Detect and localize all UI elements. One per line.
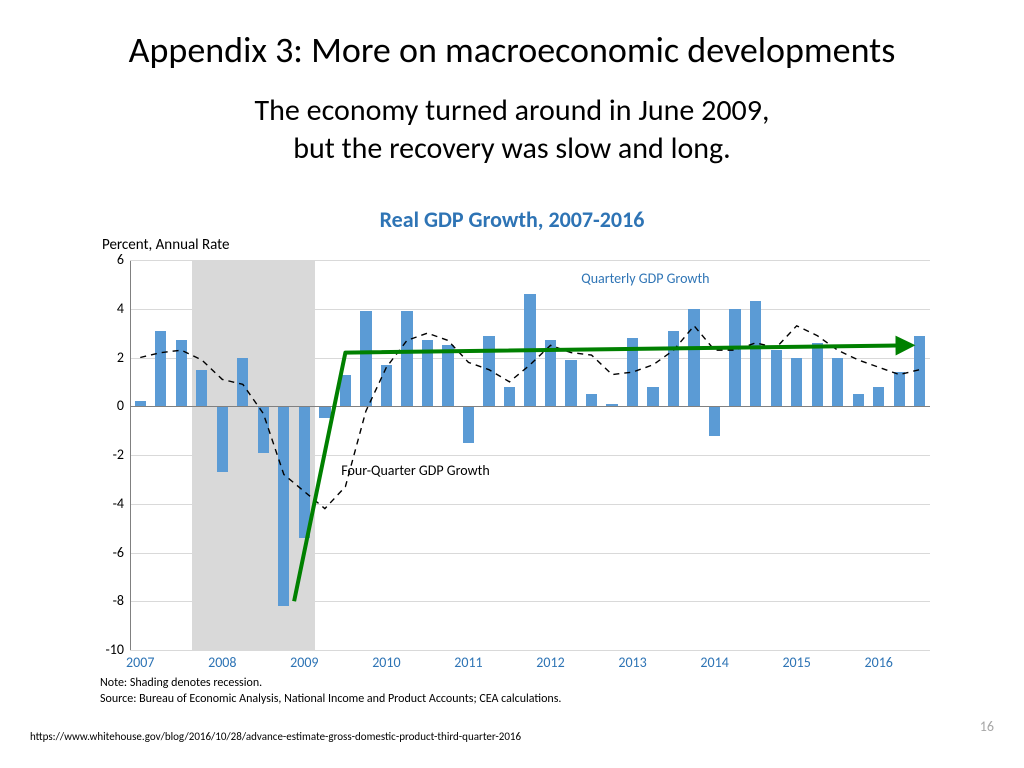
bar — [217, 406, 228, 472]
bar — [360, 311, 371, 406]
bar — [278, 406, 289, 606]
y-tick-label: 4 — [90, 300, 124, 317]
x-axis-line — [130, 406, 930, 407]
y-tick-label: 2 — [90, 349, 124, 366]
bar — [647, 387, 658, 407]
bar — [463, 406, 474, 443]
bar — [832, 358, 843, 407]
bar — [422, 340, 433, 406]
bar — [196, 370, 207, 407]
bar — [709, 406, 720, 435]
x-tick-label: 2008 — [192, 654, 252, 671]
gridline — [130, 553, 930, 554]
bar — [155, 331, 166, 407]
bar — [688, 309, 699, 407]
bar — [545, 340, 556, 406]
x-tick-label: 2012 — [521, 654, 581, 671]
bar — [873, 387, 884, 407]
x-tick-label: 2007 — [110, 654, 170, 671]
bar — [894, 372, 905, 406]
x-tick-label: 2013 — [603, 654, 663, 671]
subtitle: The economy turned around in June 2009, … — [0, 92, 1024, 167]
bar — [914, 336, 925, 407]
bar — [176, 340, 187, 406]
bar — [524, 294, 535, 406]
bar — [258, 406, 269, 452]
x-tick-label: 2011 — [438, 654, 498, 671]
chart-area — [130, 260, 930, 650]
x-tick-label: 2015 — [767, 654, 827, 671]
y-tick-label: 0 — [90, 397, 124, 414]
note-source: Source: Bureau of Economic Analysis, Nat… — [100, 692, 561, 706]
x-tick-label: 2016 — [849, 654, 909, 671]
legend-four-quarter: Four-Quarter GDP Growth — [341, 462, 489, 479]
bar — [668, 331, 679, 407]
bar — [729, 309, 740, 407]
page-title: Appendix 3: More on macroeconomic develo… — [0, 28, 1024, 72]
bar — [565, 360, 576, 406]
y-tick-label: -6 — [90, 544, 124, 561]
source-url: https://www.whitehouse.gov/blog/2016/10/… — [30, 730, 521, 743]
y-tick-label: -4 — [90, 495, 124, 512]
top-border — [130, 260, 930, 261]
bar — [586, 394, 597, 406]
note-shading: Note: Shading denotes recession. — [100, 676, 262, 690]
bar — [319, 406, 330, 418]
bar — [771, 350, 782, 406]
legend-quarterly: Quarterly GDP Growth — [581, 270, 709, 287]
gridline — [130, 455, 930, 456]
slide: Appendix 3: More on macroeconomic develo… — [0, 0, 1024, 768]
subtitle-line-2: but the recovery was slow and long. — [293, 130, 731, 167]
y-tick-label: -8 — [90, 592, 124, 609]
bar — [401, 311, 412, 406]
subtitle-line-1: The economy turned around in June 2009, — [255, 92, 770, 129]
bar — [812, 343, 823, 406]
y-axis-line — [130, 260, 131, 650]
bar — [381, 365, 392, 406]
bar — [750, 301, 761, 406]
y-tick-label: 6 — [90, 251, 124, 268]
gridline — [130, 650, 930, 651]
bar — [442, 345, 453, 406]
bar — [237, 358, 248, 407]
bar — [853, 394, 864, 406]
x-tick-label: 2009 — [274, 654, 334, 671]
bar — [340, 375, 351, 407]
x-tick-label: 2014 — [685, 654, 745, 671]
gridline — [130, 504, 930, 505]
bar — [483, 336, 494, 407]
chart-title: Real GDP Growth, 2007-2016 — [0, 206, 1024, 233]
bar — [791, 358, 802, 407]
bar — [627, 338, 638, 406]
bar — [299, 406, 310, 538]
bar — [504, 387, 515, 407]
x-tick-label: 2010 — [356, 654, 416, 671]
page-number: 16 — [980, 718, 994, 735]
gridline — [130, 601, 930, 602]
y-tick-label: -2 — [90, 446, 124, 463]
